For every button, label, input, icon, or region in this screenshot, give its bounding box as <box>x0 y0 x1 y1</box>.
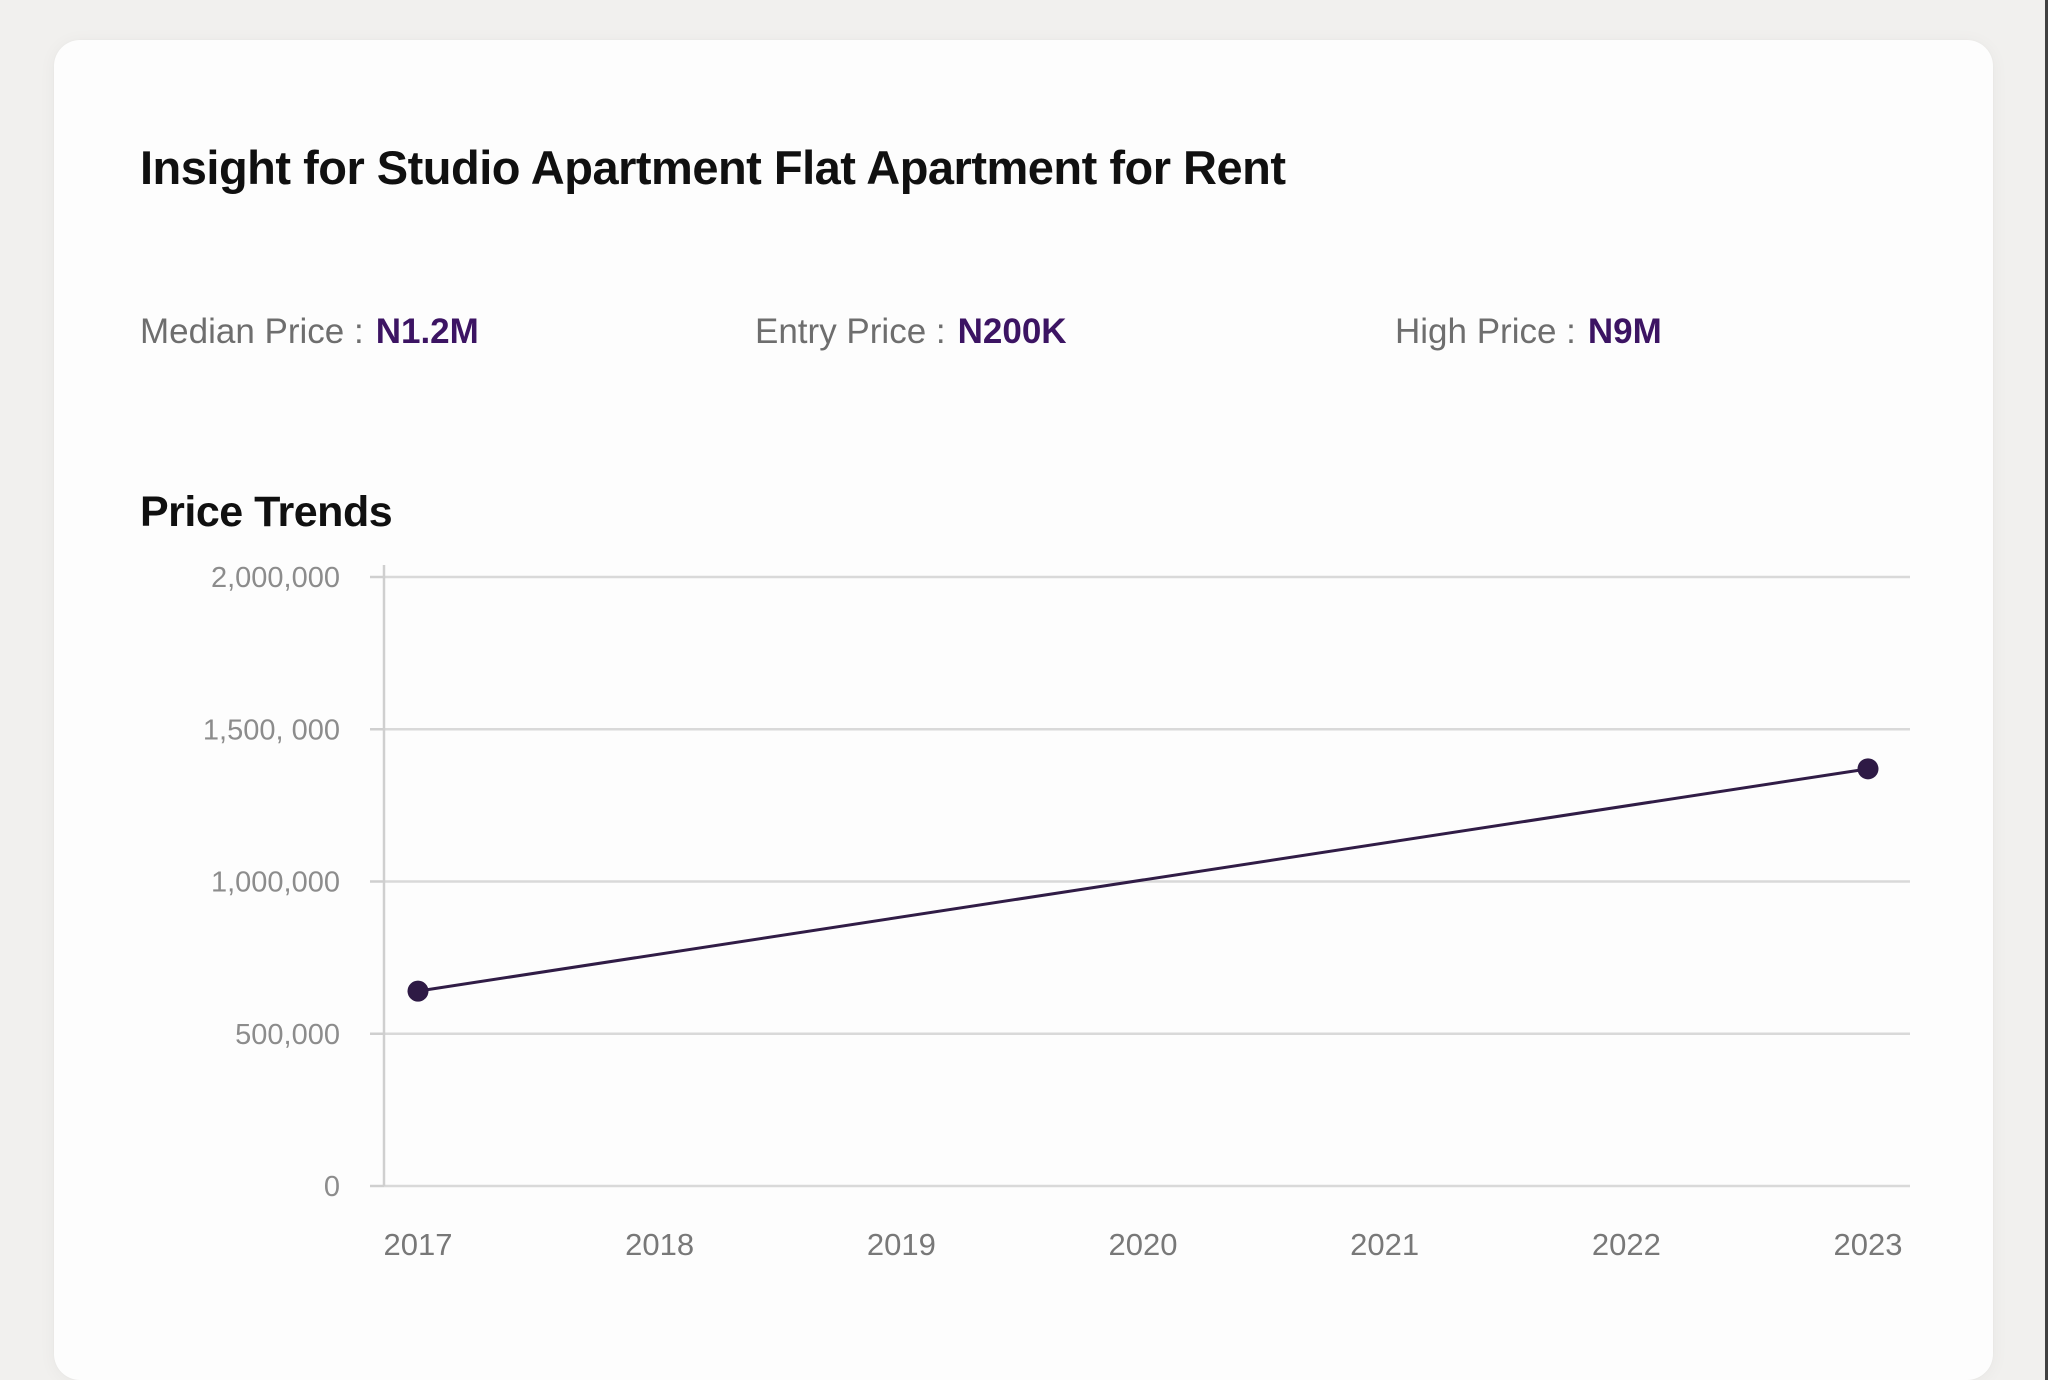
y-axis-tick-label: 0 <box>324 1171 340 1203</box>
x-axis-tick-label: 2022 <box>1592 1227 1661 1262</box>
stat-high-price: High Price : N9M <box>1395 312 1662 352</box>
x-axis-tick-label: 2020 <box>1109 1227 1178 1262</box>
stat-entry-price: Entry Price : N200K <box>755 312 1395 352</box>
stat-label: High Price : <box>1395 312 1576 351</box>
y-axis-tick-label: 2,000,000 <box>211 562 340 594</box>
x-axis-tick-label: 2018 <box>625 1227 694 1262</box>
x-axis-tick-label: 2021 <box>1350 1227 1419 1262</box>
stat-value: N1.2M <box>375 312 479 351</box>
stat-value: N9M <box>1587 312 1662 351</box>
x-axis-tick-label: 2019 <box>867 1227 936 1262</box>
page-title: Insight for Studio Apartment Flat Apartm… <box>140 141 1286 194</box>
price-stats-row: Median Price : N1.2M Entry Price : N200K H… <box>140 312 1662 352</box>
x-axis-tick-label: 2017 <box>384 1227 453 1262</box>
insight-card: Insight for Studio Apartment Flat Apartm… <box>54 40 1993 1380</box>
data-point-2023[interactable] <box>1857 758 1879 780</box>
screen-right-edge-line <box>2045 0 2048 1380</box>
stat-value: N200K <box>957 312 1067 351</box>
y-axis-tick-label: 500,000 <box>235 1019 340 1051</box>
x-axis-tick-label: 2023 <box>1834 1227 1903 1262</box>
stat-label: Entry Price : <box>755 312 946 351</box>
y-axis-tick-label: 1,500, 000 <box>203 714 340 746</box>
price-trends-chart: 0 500,000 1,000,000 1,500, 000 2,000,000 2017… <box>203 562 1910 1262</box>
y-axis-tick-label: 1,000,000 <box>211 867 340 899</box>
stat-label: Median Price : <box>140 312 364 351</box>
data-point-2017[interactable] <box>407 980 429 1002</box>
stat-median-price: Median Price : N1.2M <box>140 312 755 352</box>
section-title-price-trends: Price Trends <box>140 488 393 536</box>
trend-line <box>417 767 1869 993</box>
